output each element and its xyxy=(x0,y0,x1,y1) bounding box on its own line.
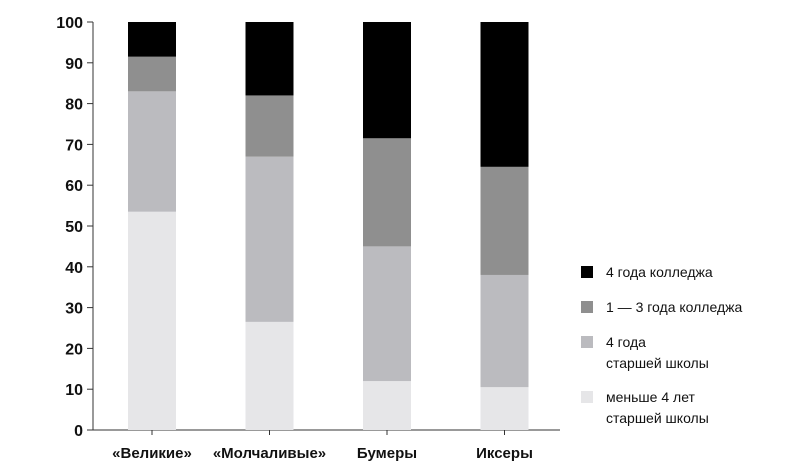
bars xyxy=(128,22,529,430)
bar-segment-3-3 xyxy=(480,22,529,167)
bar-segment-2-3 xyxy=(480,166,529,275)
y-tick-label: 70 xyxy=(65,137,83,154)
y-tick-label: 100 xyxy=(56,15,83,32)
y-tick-label: 60 xyxy=(65,178,83,195)
y-tick-label: 80 xyxy=(65,97,83,114)
legend-swatch xyxy=(581,391,593,403)
bar-segment-1-3 xyxy=(480,274,529,388)
bar-segment-3-2 xyxy=(363,22,411,139)
legend-item: 4 года старшей школы xyxy=(578,332,709,374)
bar-segment-3-1 xyxy=(245,22,294,96)
legend-label: 4 года старшей школы xyxy=(606,334,709,371)
bar-segment-0-0 xyxy=(128,211,176,430)
category-label: Иксеры xyxy=(476,445,533,462)
bar-segment-0-3 xyxy=(480,387,529,430)
legend-label: меньше 4 лет старшей школы xyxy=(606,389,709,426)
axis-labels: 0 10 20 30 40 50 60 70 80 90 100 «Великие» «Молчалив… xyxy=(56,15,533,462)
legend-item: 1 — 3 года колледжа xyxy=(578,297,742,318)
y-tick-label: 0 xyxy=(74,423,83,440)
bar-segment-3-0 xyxy=(128,22,176,57)
legend-item: меньше 4 лет старшей школы xyxy=(578,387,709,429)
legend-label: 4 года колледжа xyxy=(606,264,713,280)
y-tick-label: 10 xyxy=(65,382,83,399)
bar-segment-0-2 xyxy=(363,381,411,430)
bar-segment-2-0 xyxy=(128,56,176,92)
y-tick-label: 90 xyxy=(65,56,83,73)
legend-swatch xyxy=(581,336,593,348)
legend-swatch xyxy=(581,301,593,313)
legend-swatch xyxy=(581,266,593,278)
legend-item: 4 года колледжа xyxy=(578,262,713,283)
bar-segment-1-2 xyxy=(363,246,411,382)
y-tick-label: 20 xyxy=(65,341,83,358)
category-label: «Молчаливые» xyxy=(213,445,326,462)
y-tick-label: 30 xyxy=(65,301,83,318)
y-tick-label: 40 xyxy=(65,260,83,277)
category-label: Бумеры xyxy=(357,445,417,462)
bar-segment-2-2 xyxy=(363,138,411,247)
category-label: «Великие» xyxy=(112,445,192,462)
bar-segment-2-1 xyxy=(245,95,294,157)
bar-segment-0-1 xyxy=(245,321,294,430)
y-tick-label: 50 xyxy=(65,219,83,236)
bar-segment-1-0 xyxy=(128,91,176,212)
bar-segment-1-1 xyxy=(245,156,294,322)
legend-label: 1 — 3 года колледжа xyxy=(606,299,743,315)
